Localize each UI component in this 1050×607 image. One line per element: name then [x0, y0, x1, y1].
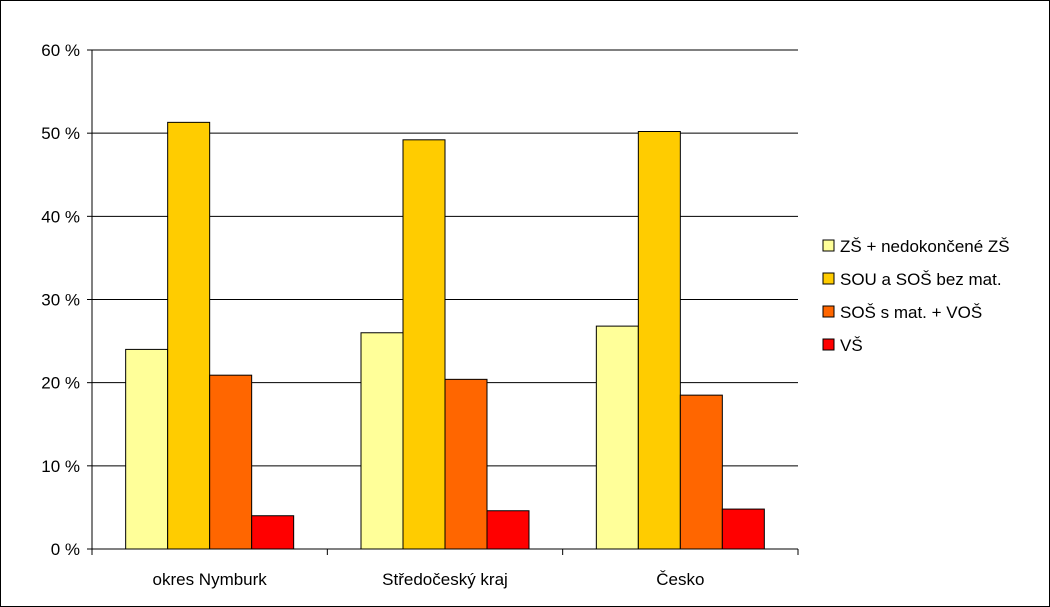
legend-label: ZŠ + nedokončené ZŠ	[840, 237, 1010, 256]
bars	[125, 121, 765, 550]
bar	[595, 325, 639, 550]
bar	[679, 394, 723, 550]
legend-label: VŠ	[840, 336, 863, 355]
y-tick-label: 40 %	[41, 207, 80, 226]
y-tick-label: 0 %	[51, 540, 80, 559]
y-tick-label: 50 %	[41, 124, 80, 143]
legend-swatch	[822, 305, 835, 318]
x-tick-labels: okres Nymburk Středočeský kraj Česko	[153, 570, 705, 589]
legend-label: SOŠ s mat. + VOŠ	[840, 303, 982, 322]
y-tick-label: 20 %	[41, 374, 80, 393]
legend-swatch	[822, 239, 835, 252]
bar	[721, 508, 765, 550]
axes	[87, 49, 799, 555]
bar	[444, 378, 488, 550]
x-tick-label: okres Nymburk	[153, 570, 268, 589]
bar	[486, 510, 530, 550]
y-tick-labels: 0 % 10 % 20 % 30 % 40 % 50 % 60 %	[41, 41, 80, 559]
y-tick-label: 60 %	[41, 41, 80, 60]
legend: ZŠ + nedokončené ZŠ SOU a SOŠ bez mat. SOŠ…	[822, 237, 1010, 355]
x-tick-label: Středočeský kraj	[382, 570, 508, 589]
bar	[637, 131, 681, 550]
y-tick-label: 30 %	[41, 291, 80, 310]
bar	[360, 332, 404, 550]
y-tick-label: 10 %	[41, 457, 80, 476]
bar	[251, 515, 295, 550]
legend-swatch	[822, 272, 835, 285]
bar	[209, 374, 253, 550]
bar	[125, 348, 169, 550]
legend-swatch	[822, 338, 835, 351]
legend-label: SOU a SOŠ bez mat.	[840, 270, 1002, 289]
bar	[402, 139, 446, 550]
bar	[167, 121, 211, 550]
x-tick-label: Česko	[656, 570, 704, 589]
